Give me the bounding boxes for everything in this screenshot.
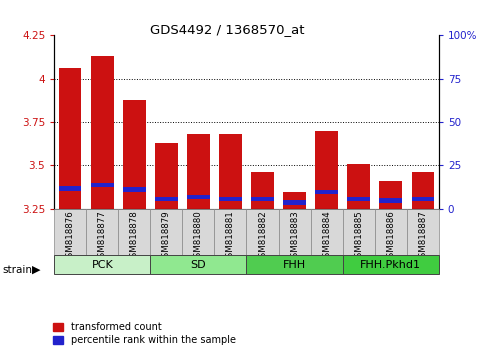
Text: GSM818878: GSM818878 (130, 210, 139, 263)
Bar (155, 143, 177, 209)
Text: GSM818880: GSM818880 (194, 210, 203, 263)
Text: strain: strain (2, 265, 33, 275)
Text: GSM818883: GSM818883 (290, 210, 299, 263)
Bar (123, 187, 145, 192)
Bar (279, 209, 311, 255)
Text: GSM818886: GSM818886 (386, 210, 395, 263)
Bar (412, 172, 434, 209)
Text: FHH.Pkhd1: FHH.Pkhd1 (360, 259, 421, 270)
Bar (251, 197, 274, 201)
Text: ▶: ▶ (32, 265, 40, 275)
Bar (91, 183, 113, 187)
Text: GSM818884: GSM818884 (322, 210, 331, 263)
Bar (283, 192, 306, 209)
Bar (123, 99, 145, 209)
Text: GSM818876: GSM818876 (66, 210, 75, 263)
Bar (348, 164, 370, 209)
Bar (375, 209, 407, 255)
Text: SD: SD (191, 259, 206, 270)
Text: GSM818879: GSM818879 (162, 210, 171, 263)
Bar (187, 195, 210, 199)
Bar (219, 197, 242, 201)
Bar (380, 181, 402, 209)
Bar (251, 172, 274, 209)
Bar (182, 209, 214, 255)
Text: GDS4492 / 1368570_at: GDS4492 / 1368570_at (149, 23, 304, 36)
Legend: transformed count, percentile rank within the sample: transformed count, percentile rank withi… (49, 319, 240, 349)
Bar (343, 255, 439, 274)
Bar (150, 255, 246, 274)
Text: GSM818887: GSM818887 (418, 210, 427, 263)
Bar (348, 197, 370, 201)
Bar (118, 209, 150, 255)
Text: GSM818877: GSM818877 (98, 210, 107, 263)
Bar (54, 209, 86, 255)
Bar (412, 197, 434, 201)
Bar (407, 209, 439, 255)
Bar (91, 56, 113, 209)
Text: GSM818885: GSM818885 (354, 210, 363, 263)
Bar (283, 200, 306, 205)
Bar (246, 255, 343, 274)
Bar (187, 134, 210, 209)
Bar (219, 134, 242, 209)
Bar (343, 209, 375, 255)
Text: GSM818882: GSM818882 (258, 210, 267, 263)
Bar (380, 199, 402, 203)
Text: GSM818881: GSM818881 (226, 210, 235, 263)
Bar (316, 190, 338, 194)
Bar (316, 131, 338, 209)
Bar (311, 209, 343, 255)
Bar (214, 209, 246, 255)
Bar (155, 197, 177, 201)
Bar (59, 186, 81, 191)
Text: PCK: PCK (91, 259, 113, 270)
Bar (54, 255, 150, 274)
Text: FHH: FHH (283, 259, 306, 270)
Bar (246, 209, 279, 255)
Bar (86, 209, 118, 255)
Bar (59, 68, 81, 209)
Bar (150, 209, 182, 255)
